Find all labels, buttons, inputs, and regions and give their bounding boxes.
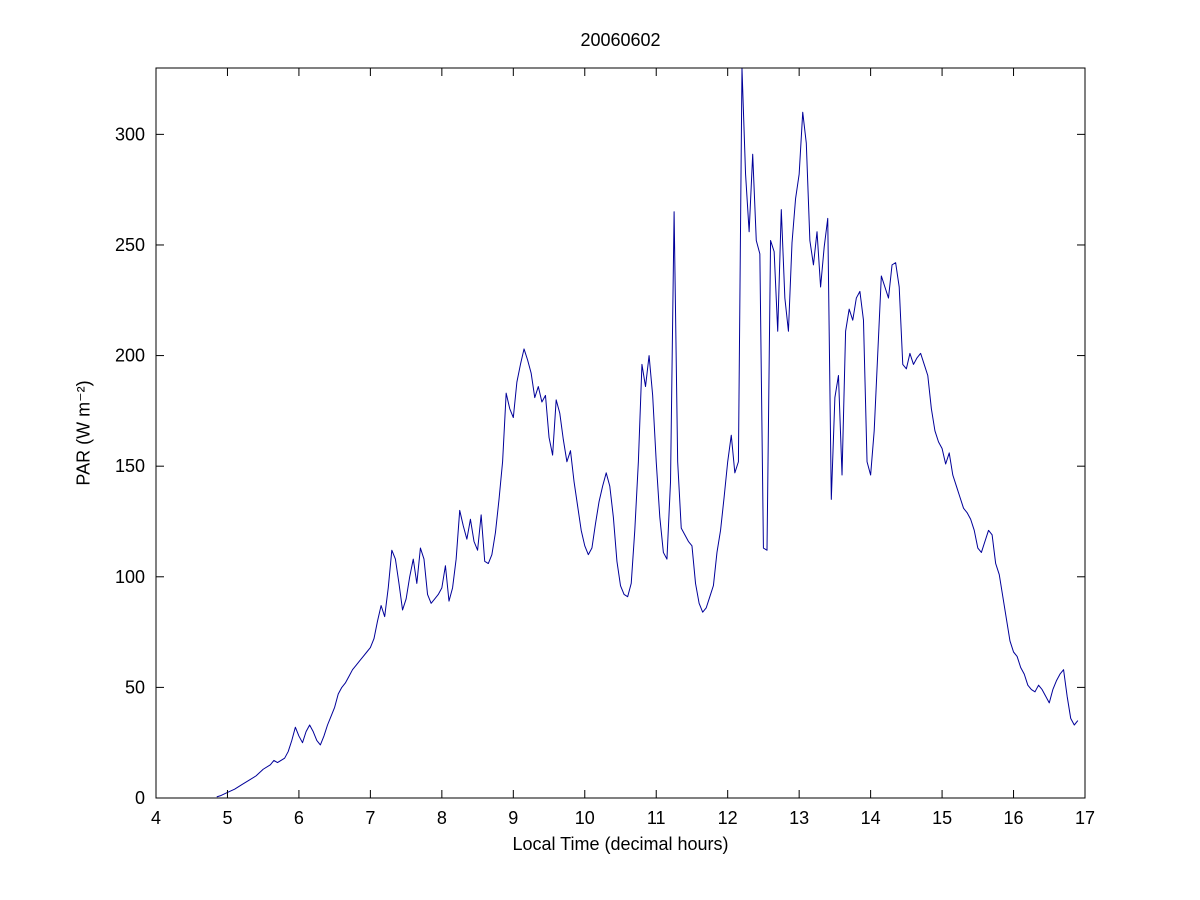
y-axis-label: PAR (W m⁻²) <box>73 380 94 486</box>
y-tick-label: 50 <box>125 677 145 697</box>
tick-marks <box>155 68 1086 799</box>
x-tick-label: 10 <box>575 808 595 828</box>
x-tick-label: 16 <box>1004 808 1024 828</box>
axes-box <box>155 67 1086 799</box>
series-line <box>216 68 1079 798</box>
x-tick-label: 14 <box>861 808 881 828</box>
y-tick-labels: 0 50 100 150 200 250 300 <box>115 124 145 808</box>
x-axis-label: Local Time (decimal hours) <box>512 834 729 854</box>
series-group <box>216 68 1079 798</box>
x-tick-label: 6 <box>294 808 304 828</box>
x-tick-label: 9 <box>508 808 518 828</box>
x-tick-label: 4 <box>151 808 161 828</box>
y-tick-label: 0 <box>135 788 145 808</box>
y-tick-label: 150 <box>115 456 145 476</box>
chart-title: 20060602 <box>580 30 661 50</box>
x-tick-label: 11 <box>647 808 666 828</box>
x-tick-labels: 4 5 6 7 8 9 10 11 12 13 14 15 16 17 <box>151 808 1095 828</box>
x-tick-label: 5 <box>222 808 232 828</box>
y-tick-label: 250 <box>115 235 145 255</box>
y-tick-label: 300 <box>115 124 145 144</box>
x-tick-label: 7 <box>365 808 375 828</box>
y-tick-label: 200 <box>115 346 145 366</box>
y-tick-label: 100 <box>115 567 145 587</box>
x-tick-label: 12 <box>718 808 738 828</box>
x-tick-label: 15 <box>932 808 952 828</box>
x-tick-label: 8 <box>437 808 447 828</box>
x-tick-label: 13 <box>789 808 809 828</box>
x-tick-label: 17 <box>1075 808 1095 828</box>
